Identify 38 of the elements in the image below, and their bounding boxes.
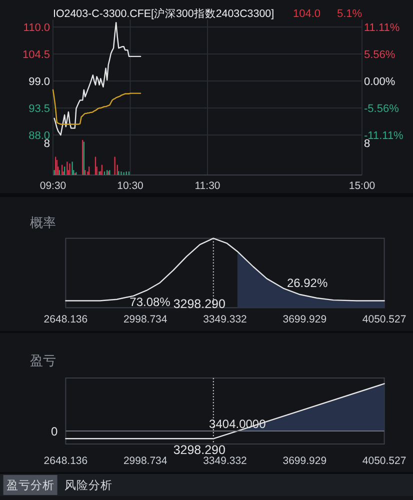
- y-tick-label: 93.5: [28, 103, 50, 116]
- x-tick-label: 3699.929: [282, 314, 327, 326]
- chart-title: IO2403-C-3300.CFE[沪深300指数2403C3300]: [53, 7, 274, 20]
- text: 风险分析: [64, 479, 112, 492]
- x-tick-label: 2998.734: [123, 314, 168, 326]
- chart-title: 盈亏: [30, 353, 56, 368]
- annotation: 5.1%: [337, 8, 362, 20]
- y-tick-label: 104.5: [22, 48, 50, 61]
- y2-tick-label: -5.56%: [364, 103, 400, 116]
- x-tick-label: 2998.734: [123, 455, 168, 467]
- x-tick-label: 2648.136: [44, 455, 88, 467]
- chart-title: 概率: [30, 215, 56, 230]
- ref-line-label: 3298.290: [173, 297, 226, 312]
- x-tick-label: 4050.527: [362, 455, 406, 467]
- text: 8: [364, 138, 370, 150]
- line-series: [52, 89, 142, 125]
- x-tick-label: 3349.332: [203, 455, 248, 467]
- text: 8: [44, 138, 50, 150]
- y-tick-label: 110.0: [23, 22, 50, 34]
- annotation: 73.08%: [130, 295, 171, 309]
- x-tick-label: 3699.929: [282, 455, 327, 467]
- annotation: 26.92%: [286, 276, 328, 290]
- y2-tick-label: 11.11%: [364, 22, 400, 34]
- x-tick-label: 4050.527: [362, 314, 406, 326]
- x-tick-label: 15:00: [348, 180, 376, 192]
- ref-line-label: 0: [51, 424, 58, 438]
- x-tick-label: 11:30: [194, 180, 220, 192]
- annotation: 104.0: [293, 8, 321, 20]
- line-series: [54, 22, 142, 136]
- y2-tick-label: 5.56%: [364, 48, 396, 61]
- x-tick-label: 10:30: [117, 180, 144, 192]
- ref-line-label: 3298.290: [173, 443, 226, 457]
- x-tick-label: 2648.136: [44, 314, 88, 326]
- y2-tick-label: 0.00%: [364, 76, 396, 88]
- y-tick-label: 99.0: [28, 76, 50, 88]
- text: 盈亏分析: [6, 479, 54, 492]
- x-tick-label: 3349.332: [203, 314, 248, 326]
- x-tick-label: 09:30: [40, 180, 66, 192]
